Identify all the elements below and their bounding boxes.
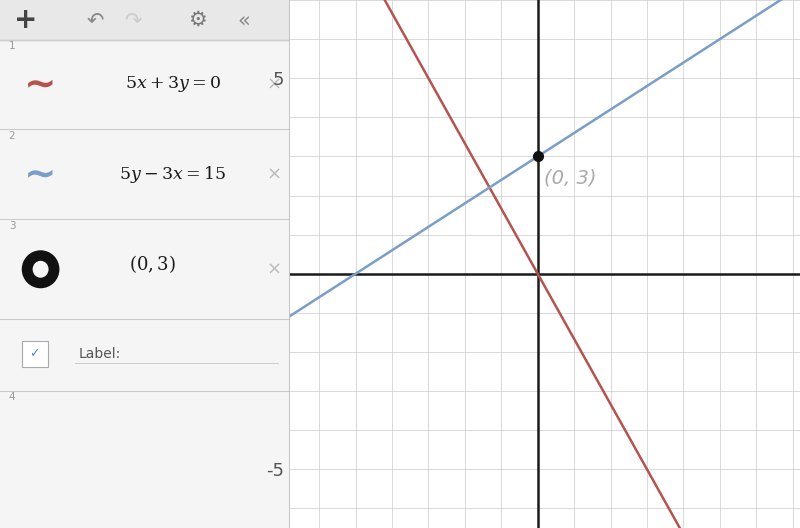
Text: 4: 4 xyxy=(9,392,15,402)
Text: 2: 2 xyxy=(9,131,15,141)
Text: «: « xyxy=(238,10,250,30)
Text: $5y - 3x = 15$: $5y - 3x = 15$ xyxy=(119,164,226,185)
FancyBboxPatch shape xyxy=(0,0,290,40)
Text: $(0,3)$: $(0,3)$ xyxy=(129,253,175,275)
Text: ×: × xyxy=(266,76,282,93)
Text: ×: × xyxy=(266,260,282,278)
Text: ∼: ∼ xyxy=(24,155,57,193)
Text: (0, 3): (0, 3) xyxy=(544,168,597,187)
Ellipse shape xyxy=(33,261,49,278)
Text: Label:: Label: xyxy=(78,347,121,361)
Text: $5x + 3y = 0$: $5x + 3y = 0$ xyxy=(125,74,221,95)
Text: ✓: ✓ xyxy=(30,347,40,360)
Text: ∼: ∼ xyxy=(24,65,57,103)
FancyBboxPatch shape xyxy=(22,341,48,367)
Text: 3: 3 xyxy=(9,221,15,231)
Ellipse shape xyxy=(22,250,59,288)
Text: ↷: ↷ xyxy=(125,10,142,30)
Text: 1: 1 xyxy=(9,41,15,51)
Text: ⚙: ⚙ xyxy=(188,10,206,30)
Text: ×: × xyxy=(266,165,282,183)
Text: +: + xyxy=(14,6,38,34)
Text: ↶: ↶ xyxy=(87,10,105,30)
